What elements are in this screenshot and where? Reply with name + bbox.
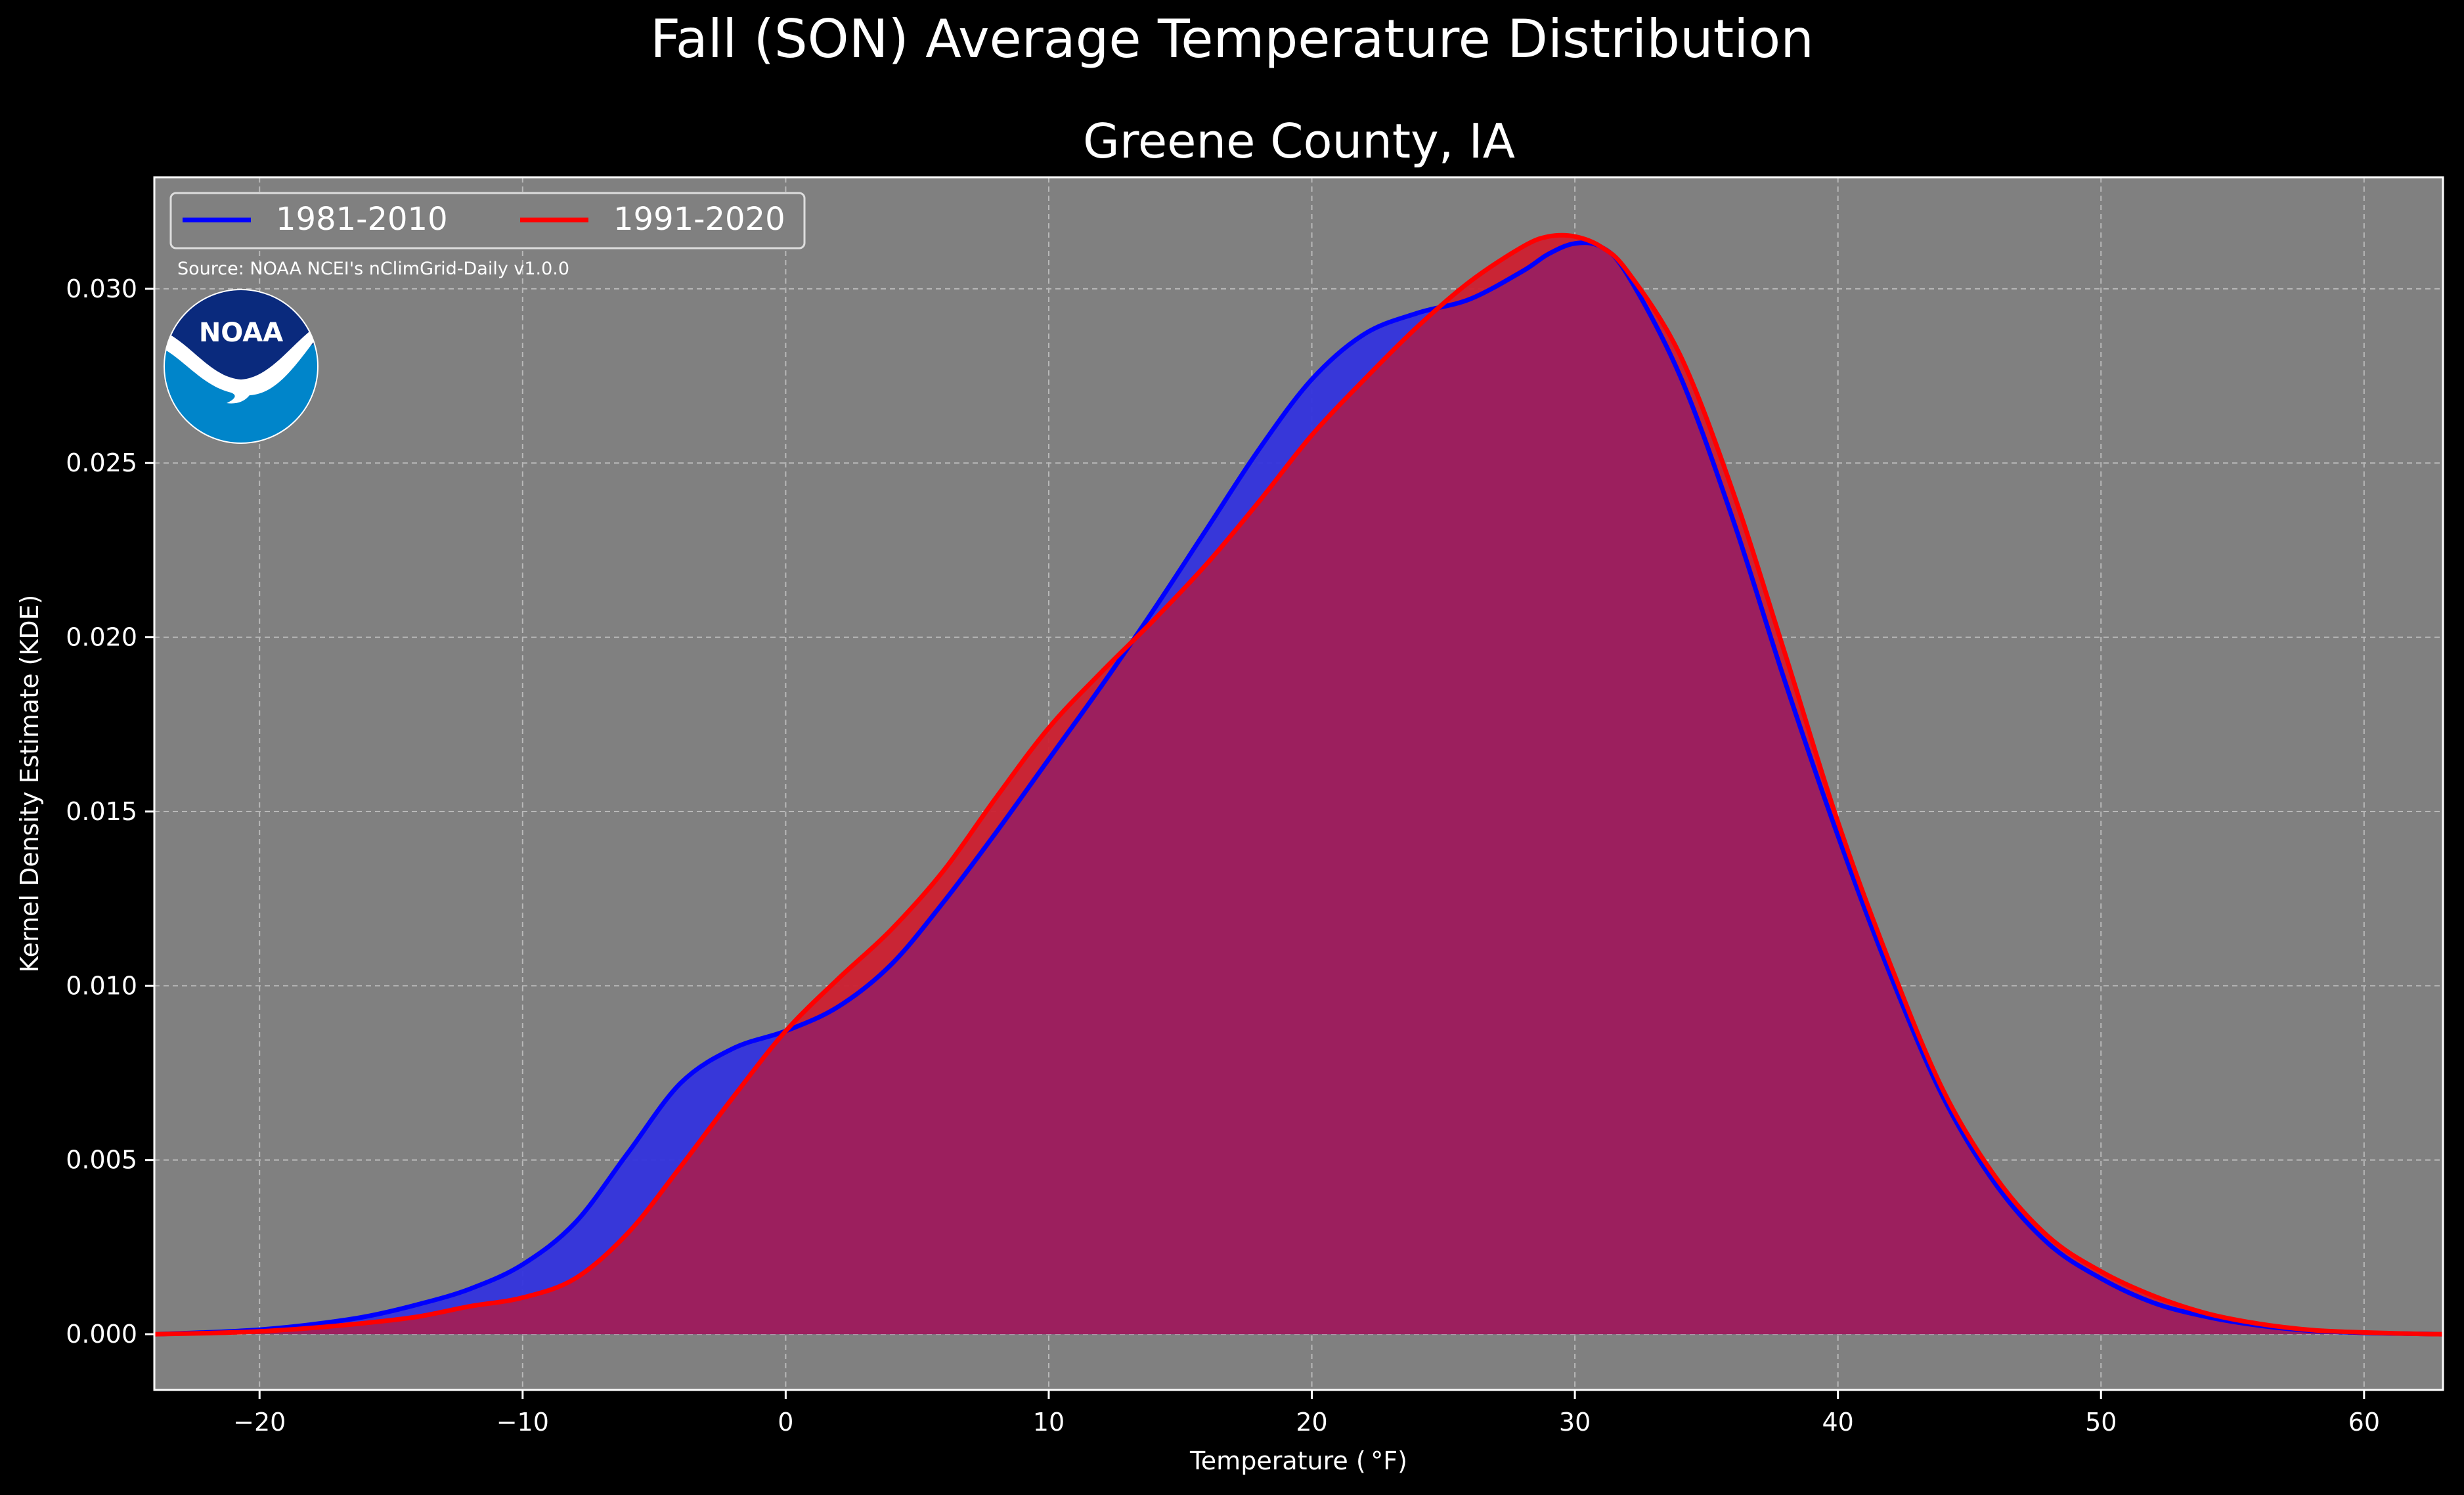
y-tick-label: 0.005 [66,1146,137,1175]
legend-box [169,192,806,249]
y-tick-label: 0.000 [66,1320,137,1349]
x-tick-label: 0 [778,1408,793,1437]
density-fills [154,235,2443,1335]
y-tick-label: 0.025 [66,448,137,477]
source-annotation: Source: NOAA NCEI's nClimGrid-Daily v1.0… [177,259,569,279]
x-axis-label: Temperature ( °F) [1189,1446,1407,1475]
x-tick-label: 30 [1559,1408,1591,1437]
overlap-fill [154,242,2443,1335]
y-tick-label: 0.020 [66,623,137,652]
x-tick-label: 20 [1296,1408,1327,1437]
noaa-logo-text: NOAA [199,318,283,348]
y-tick-label: 0.010 [66,971,137,1000]
x-tick-label: −20 [233,1408,286,1437]
x-tick-label: 50 [2085,1408,2117,1437]
chart-title: Fall (SON) Average Temperature Distribut… [650,9,1814,70]
axis-ticks: −20 −10 0 10 20 30 40 50 60 0.000 0.005 0.010 0.015 0… [66,274,2380,1437]
x-tick-label: −10 [496,1408,549,1437]
density-lines [154,232,2444,1337]
chart-subtitle: Greene County, IA [1083,114,1515,169]
legend: 1981-2010 1991-2020 [169,192,806,249]
plot-area: −20 −10 0 10 20 30 40 50 60 0.000 0.005 0.010 0.015 0… [66,176,2444,1437]
x-tick-label: 10 [1033,1408,1065,1437]
series-line-1981-2010 [154,240,2444,1337]
series-line-1991-2020 [154,232,2444,1337]
y-tick-label: 0.030 [66,274,137,303]
x-tick-label: 40 [1822,1408,1853,1437]
legend-label-1981-2010: 1981-2010 [276,201,448,238]
y-axis-label: Kernel Density Estimate (KDE) [15,595,44,973]
legend-label-1991-2020: 1991-2020 [613,201,785,238]
noaa-logo-icon: NOAA [164,289,319,444]
plot-frame [153,176,2444,1391]
y-tick-label: 0.015 [66,797,137,826]
x-tick-label: 60 [2348,1408,2380,1437]
